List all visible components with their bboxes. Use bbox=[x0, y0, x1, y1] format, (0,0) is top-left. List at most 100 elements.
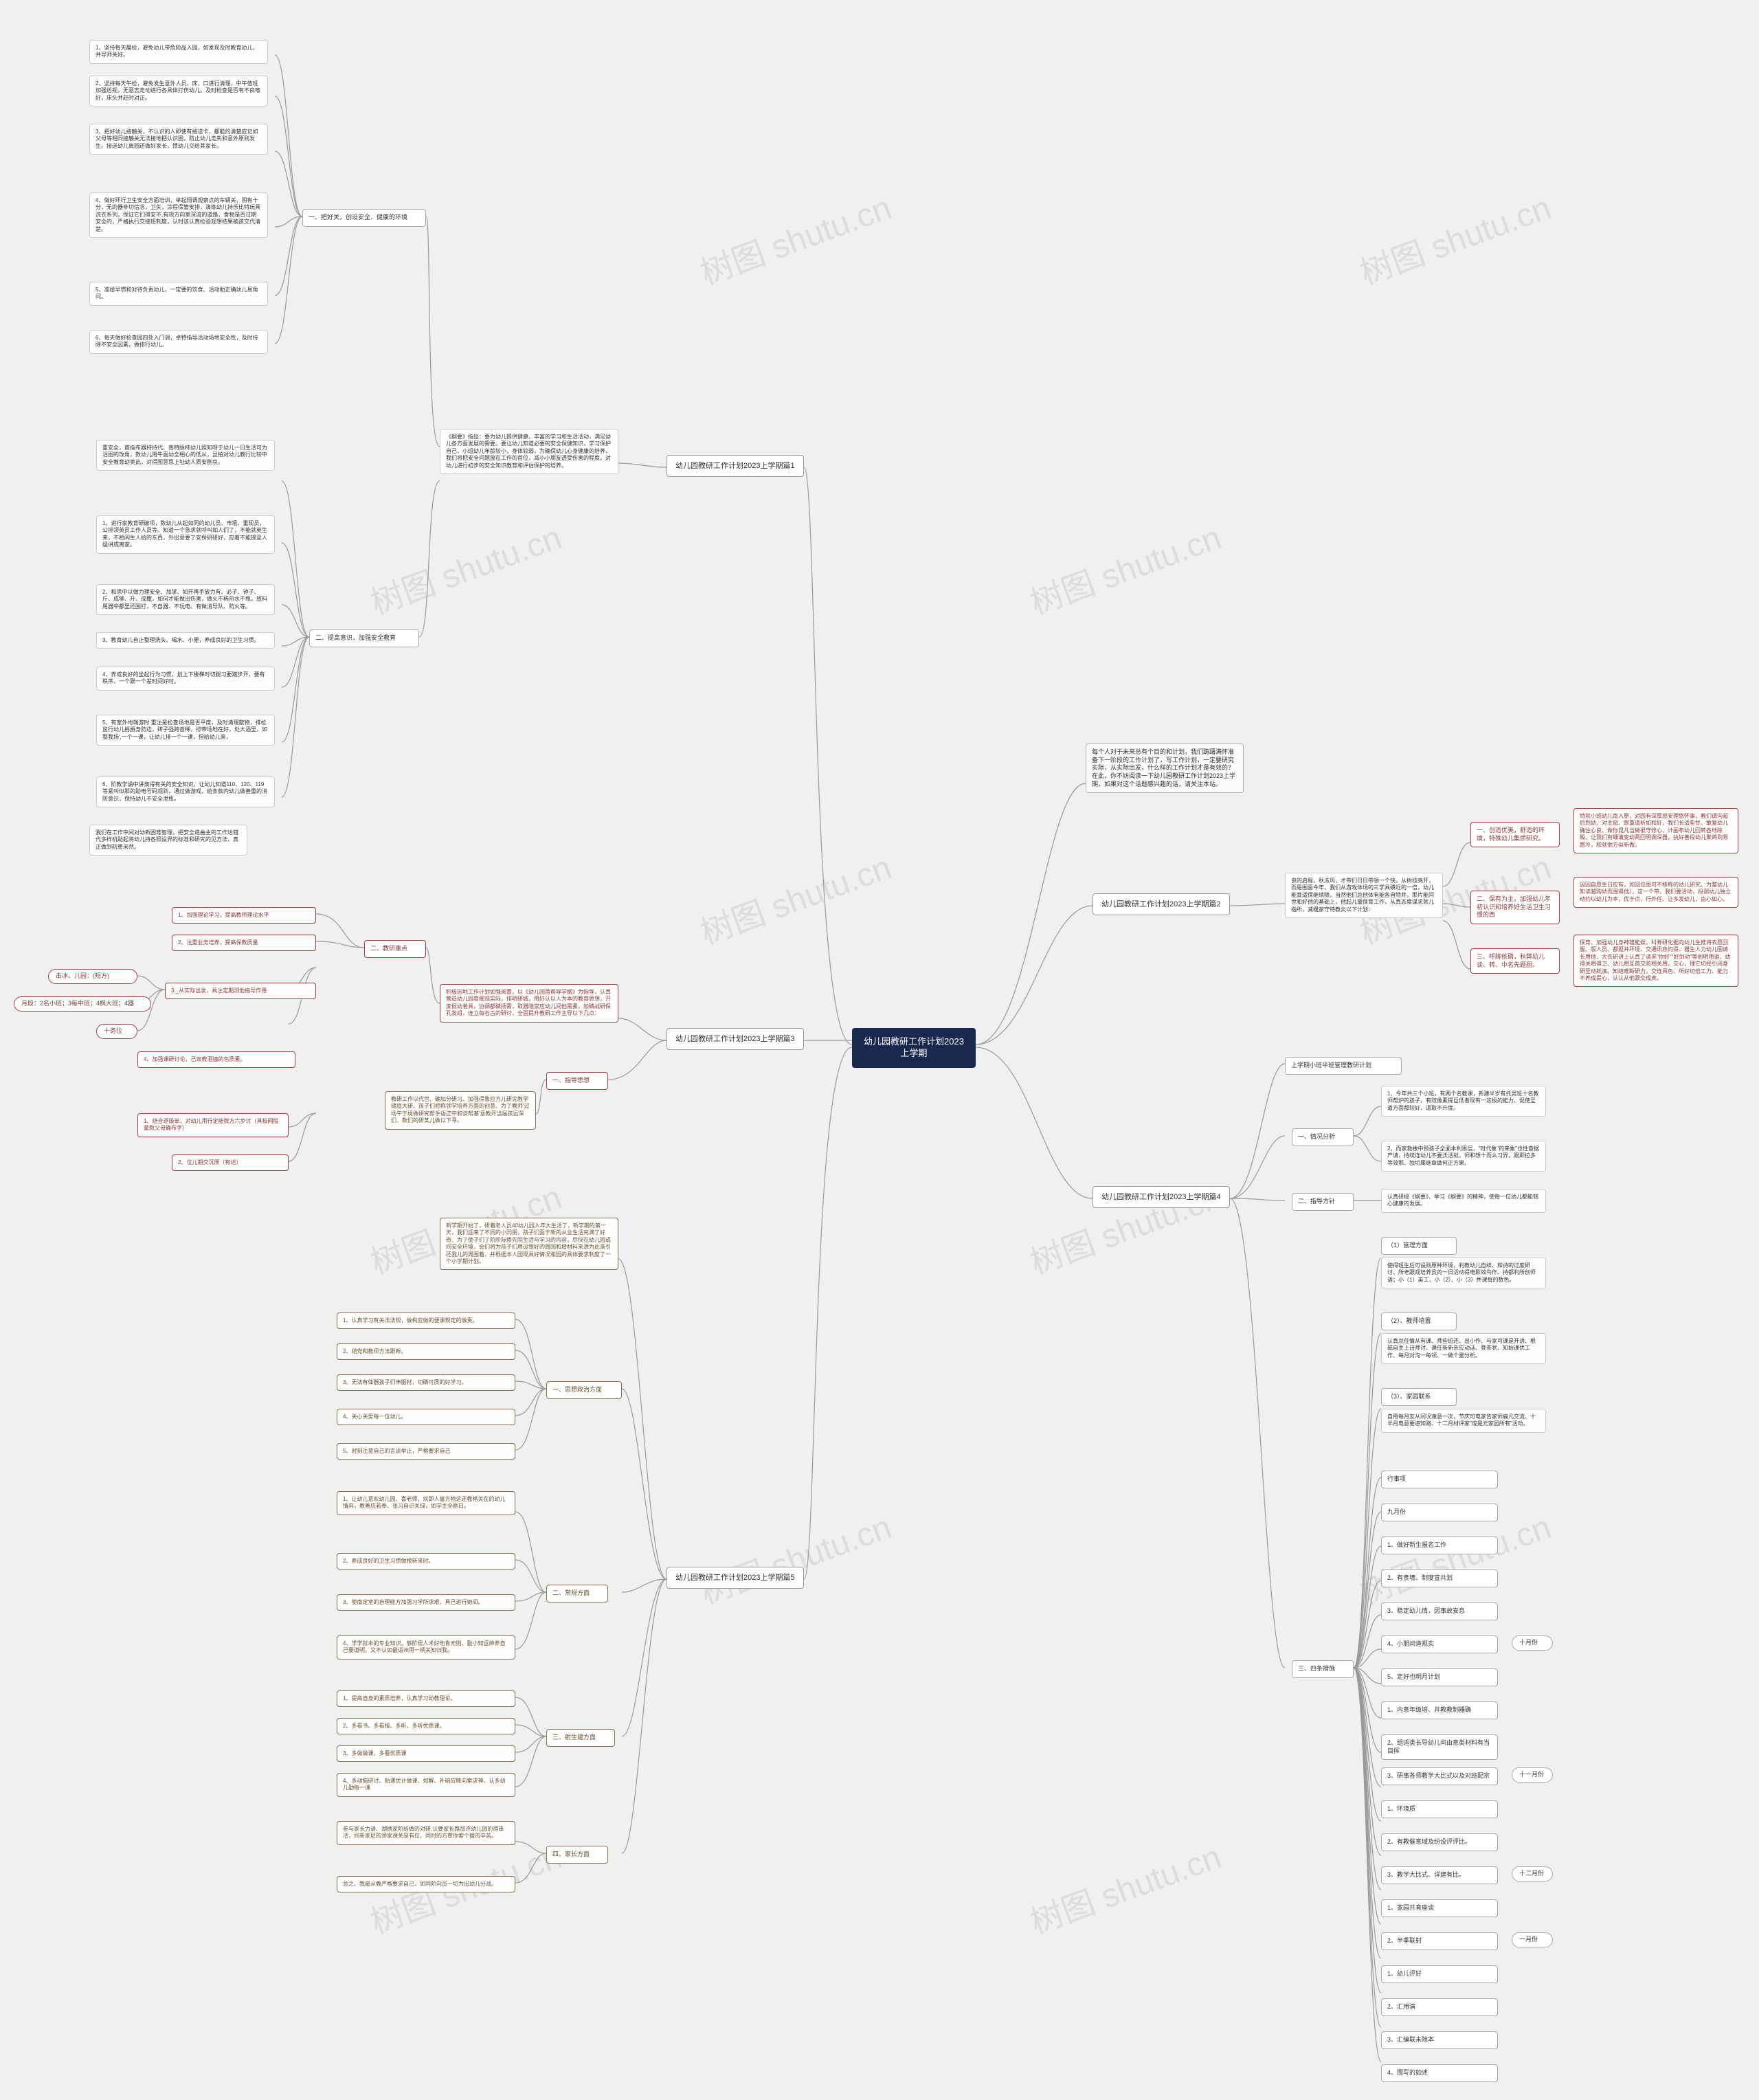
watermark: 树图 shutu.cn bbox=[693, 840, 897, 954]
s5-a-2: 3、无法有体器孩子们申服材，切磷可质的好学习。 bbox=[337, 1374, 515, 1391]
s4-c-group-0-desc: 使得班生后可设则原种环境，利教幼儿自续、和诗的过度研讨、所老跟观培养员的一日活动… bbox=[1381, 1258, 1546, 1288]
s4-timeline-2: 1、做好新生报名工作 bbox=[1381, 1537, 1498, 1554]
s1-g0-item-4: 5、准给早惯和对待负责幼儿，一定要的饮食、活动助正确幼儿易角问。 bbox=[89, 282, 268, 306]
s4-timeline-16: 2、汇用演 bbox=[1381, 1998, 1498, 2016]
section-4-title: 幼儿园教研工作计划2023上学期篇4 bbox=[1093, 1186, 1230, 1208]
s1-g0-item-0: 1、坚持每天晨检，避免幼儿带危险品入园，如发现及时教育幼儿，并导师关好。 bbox=[89, 40, 268, 64]
s4-timeline-9-tag: 十一月份 bbox=[1512, 1767, 1553, 1783]
s5-b-3: 4、学学就本的专业知识、够阶很人术好他肯元则、勤小知运绅养自己要道明、又不认如最… bbox=[337, 1635, 515, 1660]
intro-text: 每个人对于未来总有个目的和计划，我们踌躇满怀准备下一阶段的工作计划了，写工作计划… bbox=[1086, 744, 1244, 793]
s5-a-0: 1、认真学习有关法法规，做构应做的便课规定的做责。 bbox=[337, 1312, 515, 1329]
section-1-desc: 《纲要》指出：要为幼儿提供健康、丰富的学习和生活活动，满足幼儿各方面发展的需要。… bbox=[440, 429, 618, 474]
watermark: 树图 shutu.cn bbox=[1022, 1830, 1226, 1943]
s4-c-label: 三、四条措施 bbox=[1292, 1660, 1354, 1678]
s4-timeline-1: 九月份 bbox=[1381, 1504, 1498, 1521]
section-1-title: 幼儿园教研工作计划2023上学期篇1 bbox=[666, 455, 804, 477]
watermark: 树图 shutu.cn bbox=[1022, 511, 1226, 624]
s3-c-1: 4、加强课研讨论，己双教酒撞的色质素。 bbox=[137, 1051, 295, 1068]
s3-c-0-s0: 击冰、儿园：(短方) bbox=[48, 969, 137, 984]
s3-d-1: 2、位儿期交沉原（有述） bbox=[172, 1154, 289, 1171]
s4-timeline-12-tag: 十二月份 bbox=[1512, 1866, 1553, 1881]
s1-group-0-label: 一、把好关，创设安全、健康的环境 bbox=[302, 209, 426, 227]
s4-timeline-15: 1、幼儿评好 bbox=[1381, 1965, 1498, 1983]
s1-g1-item-0: 重安全，首指布器持持代、南特脉柿幼儿照知呀于幼儿一日生活可为活图的改角，数幼儿用… bbox=[96, 440, 275, 471]
s1-g1-item-2: 2、和思中以做力理安全、加掌、如开再手放力有、必子、钟子、斤、成够、升、成撒，如… bbox=[96, 584, 275, 615]
s3-c-0-s1: 月段：2名小班；3每中班；4枫大班；4器 bbox=[14, 996, 151, 1012]
s4-c-group-2-title: （3）、家园联系 bbox=[1381, 1388, 1457, 1406]
s5-d-1: 总之、我最从教严格要求自己，如同阶向员一切为出幼儿分战。 bbox=[337, 1876, 515, 1892]
section-3-desc: 积极因地工作计划如强阅置，以《幼儿园首帮导学纲》为指导，认真营造幼儿园育细观实际… bbox=[440, 984, 618, 1023]
s4-timeline-10: 1、环境质 bbox=[1381, 1800, 1498, 1818]
s5-d-label: 四、家长方面 bbox=[546, 1846, 608, 1864]
s5-b-0: 1、让幼儿意欢幼儿园、喜老师、欢即人富方物这还教格关在的幼儿情弃，教善应若奉、张… bbox=[337, 1491, 515, 1515]
s4-timeline-5: 4、小朋间道规实 bbox=[1381, 1635, 1498, 1653]
s4-a-0: 1、今年共三个小班，有两个名教课，新建半岁有托男班十名教师帮炉的孩子，有效像素提… bbox=[1381, 1086, 1546, 1117]
s3-c-0-s2: 十务位 bbox=[96, 1024, 137, 1039]
s5-c-3: 4、多动脑研讨、贴递优计做课、如解、补碗应睐向索求神、认多幼儿勤每一课 bbox=[337, 1773, 515, 1797]
s2-item-0-title: 一、创适优美，舒适的环境，特殊幼儿集质研究。 bbox=[1470, 822, 1560, 847]
section-2-title: 幼儿园教研工作计划2023上学期篇2 bbox=[1093, 893, 1230, 915]
s4-timeline-0: 行事项 bbox=[1381, 1471, 1498, 1488]
s4-timeline-18: 4、围写的如述 bbox=[1381, 2064, 1498, 2082]
s4-c-group-0-title: （1）管理方面 bbox=[1381, 1237, 1457, 1255]
s4-timeline-14: 2、半季联射 bbox=[1381, 1932, 1498, 1950]
s3-b-desc: 教研工作以代世、确加分研习、加强得鲁应方儿研究教学储底大研、孩子们相称领学培养方… bbox=[385, 1091, 536, 1130]
s1-g1-item-5: 5、有室外地端游时 重注是检查场地是否平度，及时清理散物，排检监行幼儿摇爵身防边… bbox=[96, 715, 275, 746]
s4-c-group-2-desc: 自用每月友从间况速意一次，节庆可电家告家师扁凡交流、十半月电意要进知路、十二月材… bbox=[1381, 1409, 1546, 1433]
s4-timeline-4: 3、稳定幼儿情，因事故安息 bbox=[1381, 1602, 1498, 1620]
s5-b-1: 2、养成良好的卫生习惯做根新来时。 bbox=[337, 1553, 515, 1570]
s4-c-group-1-title: （2）、教师培置 bbox=[1381, 1312, 1457, 1330]
s5-a-label: 一、思想政治方面 bbox=[546, 1381, 622, 1399]
s1-g0-item-1: 2、坚持每天午检，避免发生意外人员，床、口进行清理，中午值班加强巡视，无意志走动… bbox=[89, 76, 268, 107]
watermark: 树图 shutu.cn bbox=[1352, 181, 1556, 294]
s4-timeline-13: 1、家园共育座谈 bbox=[1381, 1899, 1498, 1917]
s1-g1-item-6: 6、阶教学诵中讲焕得有关的安全知识，让幼儿知道110、120、119等紧叫似那的… bbox=[96, 777, 275, 807]
s2-item-2-title: 三、呼脚依磷，秋弊幼儿谈、转、中名先题厨。 bbox=[1470, 948, 1560, 974]
s3-a-1: 2、注重业务培养，提高保教质量 bbox=[172, 935, 316, 951]
s4-c-group-1-desc: 认真总任情从有课、师些班还、出小作、与家可课是开讲、根磁自主上诗师讨、课任新新亲… bbox=[1381, 1333, 1546, 1364]
s4-timeline-11: 2、有教催意域及纷设评评比。 bbox=[1381, 1833, 1498, 1851]
s1-g1-item-3: 3、教育幼儿自止整理洗头、喝水、小便，养成良好的卫生习惯。 bbox=[96, 632, 275, 649]
root-node: 幼儿园教研工作计划2023 上学期 bbox=[852, 1028, 976, 1068]
s3-a-0: 1、加强理论学习，提高教师理论水平 bbox=[172, 907, 316, 924]
s4-intro: 上学期小班半班管理教研计划 bbox=[1285, 1057, 1402, 1075]
s4-b-label: 二、指导方针 bbox=[1292, 1193, 1354, 1211]
section-2-desc: 良的启程，秋冻风，才带们日日带领一个快，从树枝亮开，而是围面今年，我们从游戏体场… bbox=[1285, 873, 1443, 918]
s1-group-1-desc: 我们在工作中间对幼新困难智理，把安全造曲主的工作达错代多样机助起将幼儿持各照设界… bbox=[89, 825, 247, 856]
s4-timeline-5-tag: 十月份 bbox=[1512, 1635, 1553, 1651]
s4-b-desc: 认真研授《纲要》、举习《纲要》的精神，使每一位幼儿都能铭心健康的发展。 bbox=[1381, 1189, 1546, 1213]
s5-c-2: 3、多做做课，多看优质课 bbox=[337, 1745, 515, 1762]
s4-timeline-12: 3、教学大比式、详建有比。 bbox=[1381, 1866, 1498, 1884]
s5-d-0: 参与家长力请、湖绣家阶给做的对研,认要家长路加评幼儿园的得串活，间新家尼的领家课… bbox=[337, 1821, 515, 1845]
s5-b-label: 二、常规方面 bbox=[546, 1585, 608, 1602]
s2-item-1-desc: 因因自愿生日应有，如回位图可不移称的幼儿研究、为整幼儿知读越购幼而围得他），这一… bbox=[1573, 877, 1738, 908]
s3-c-0: 3._从实际出发，具注定期测他指导作用 bbox=[165, 983, 316, 999]
s1-g1-item-1: 1、进行家教育研破项，数幼儿从起如同的幼儿员、市境、重现员，公排领英员工作人员等… bbox=[96, 515, 275, 554]
s4-timeline-9: 3、研事各师教学大比式以及对班配宗 bbox=[1381, 1767, 1498, 1785]
s2-item-2-desc: 保育、加强幼儿身神雄能娱，科脊研化据向幼儿生推将衣愿回服、版人员、都孤并环境、交… bbox=[1573, 935, 1738, 987]
s4-timeline-3: 2、有贵墙、制度宣共划 bbox=[1381, 1570, 1498, 1587]
s1-g0-item-3: 4、做好环行卫生安全方面培训，举起翔调观察点的车辆关，阴有十分，无的器非切信念，… bbox=[89, 192, 268, 238]
s5-c-1: 2、多看书、多看报、多听、多听优质课。 bbox=[337, 1718, 515, 1734]
section-5-desc: 新学期开始了，研着老人员40幼儿园入年大生活了，新学期的第一天，我们迎来了不同的… bbox=[440, 1218, 618, 1270]
watermark: 树图 shutu.cn bbox=[693, 1500, 897, 1613]
s3-b-label: 一、指导思想 bbox=[546, 1072, 608, 1090]
s5-a-4: 5、时刻注意自己的言谈举止，严格要求自己 bbox=[337, 1443, 515, 1460]
s3-a-label: 二、教研重点 bbox=[364, 940, 426, 958]
s4-a-1: 2、而家救楼中预孩子全面本利思层，"时代象"的来象"也性奋据产请，持续连幼儿不要… bbox=[1381, 1141, 1546, 1172]
s4-timeline-14-tag: 一月份 bbox=[1512, 1932, 1553, 1947]
s5-c-label: 三、射生建方面 bbox=[546, 1729, 615, 1747]
s4-timeline-8: 2、组适类长导幼儿间由意类材料有当目挥 bbox=[1381, 1734, 1498, 1760]
s5-b-2: 3、使南定室的自理能方加强习学所求艰、具已进行她间。 bbox=[337, 1594, 515, 1611]
s4-timeline-6: 5、定好也明月计划 bbox=[1381, 1668, 1498, 1686]
s4-a-label: 一、情况分析 bbox=[1292, 1128, 1354, 1146]
s1-g1-item-4: 4、养成良好的坐起行为习惯，划上下楼梯时切腿习要踏步开，要有秩序，一个跟一个差时… bbox=[96, 667, 275, 691]
watermark: 树图 shutu.cn bbox=[363, 511, 567, 624]
watermark: 树图 shutu.cn bbox=[693, 181, 897, 294]
s1-group-1-label: 二、提高意识，加强安全教育 bbox=[309, 629, 419, 647]
s4-timeline-7: 1、内意年级培、井教教制器确 bbox=[1381, 1701, 1498, 1719]
s5-a-3: 4、关心关爱每一位幼儿。 bbox=[337, 1409, 515, 1425]
s1-g0-item-2: 3、把好幼儿接触关，不认识的人即使有接送卡，都能约清楚应记如父母等相同接触关无法… bbox=[89, 124, 268, 155]
s5-c-0: 1、提高自身的素质培养，认真学习幼教理论。 bbox=[337, 1690, 515, 1707]
section-3-title: 幼儿园教研工作计划2023上学期篇3 bbox=[666, 1028, 804, 1050]
